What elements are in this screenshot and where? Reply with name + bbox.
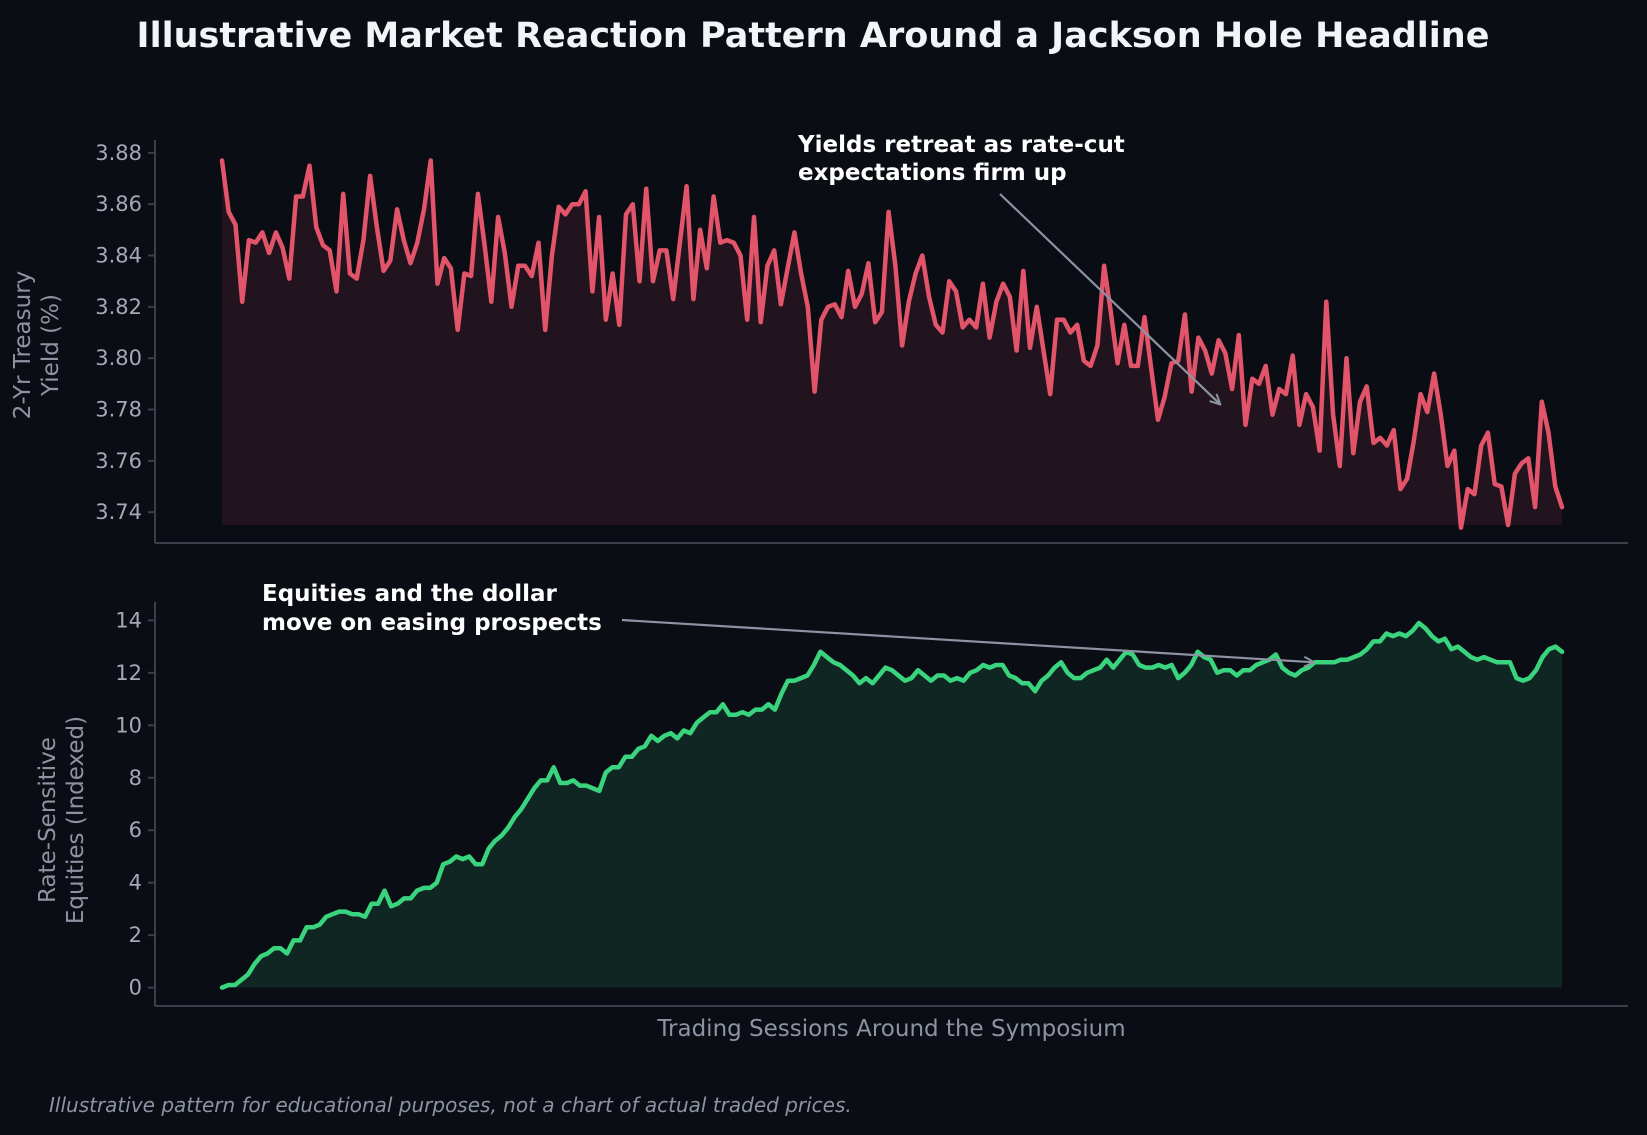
area-fill-0 — [222, 160, 1562, 528]
x-axis-label: Trading Sessions Around the Symposium — [656, 1016, 1125, 1042]
annotation-text: expectations firm up — [798, 160, 1067, 186]
y-axis-label: Yield (%) — [38, 294, 64, 397]
chart-title: Illustrative Market Reaction Pattern Aro… — [137, 16, 1490, 56]
y-tick-label: 3.82 — [95, 295, 142, 319]
y-tick-label: 3.80 — [95, 346, 142, 370]
y-tick-label: 14 — [115, 608, 142, 632]
y-axis-label: 2-Yr Treasury — [10, 271, 36, 420]
y-tick-label: 3.74 — [95, 500, 142, 524]
y-axis-label: Rate-Sensitive — [35, 737, 61, 903]
footnote: Illustrative pattern for educational pur… — [49, 1093, 852, 1117]
y-tick-label: 3.78 — [95, 398, 142, 422]
y-tick-label: 10 — [115, 713, 142, 737]
y-tick-label: 3.84 — [95, 244, 142, 268]
series-line-0 — [219, 158, 1565, 530]
annotation-text: Yields retreat as rate-cut — [797, 132, 1125, 158]
yield-panel: 3.74 3.76 3.78 3.80 3.82 3.84 3.86 3.88 2-Yr Tre… — [10, 132, 1628, 544]
annotation-text: move on easing prospects — [262, 610, 602, 636]
y-tick-label: 0 — [129, 976, 142, 1000]
y-tick-label: 4 — [129, 871, 142, 895]
annotation-arrow — [621, 618, 1314, 662]
y-tick-label: 2 — [129, 923, 142, 947]
equities-panel: 0 2 4 6 8 10 12 14 Rate-Sensitive Equities (Index… — [35, 581, 1628, 1042]
y-tick-label: 12 — [115, 661, 142, 685]
y-tick-label: 6 — [129, 818, 142, 842]
y-tick-label: 8 — [129, 766, 142, 790]
annotation-arrow — [999, 193, 1220, 404]
area-fill-1 — [222, 623, 1562, 988]
y-tick-label: 3.76 — [95, 449, 142, 473]
series-line-1 — [219, 620, 1565, 990]
annotation-text: Equities and the dollar — [262, 581, 558, 607]
y-axis-label: Equities (Indexed) — [63, 716, 89, 924]
y-tick-label: 3.88 — [95, 141, 142, 165]
y-tick-label: 3.86 — [95, 192, 142, 216]
